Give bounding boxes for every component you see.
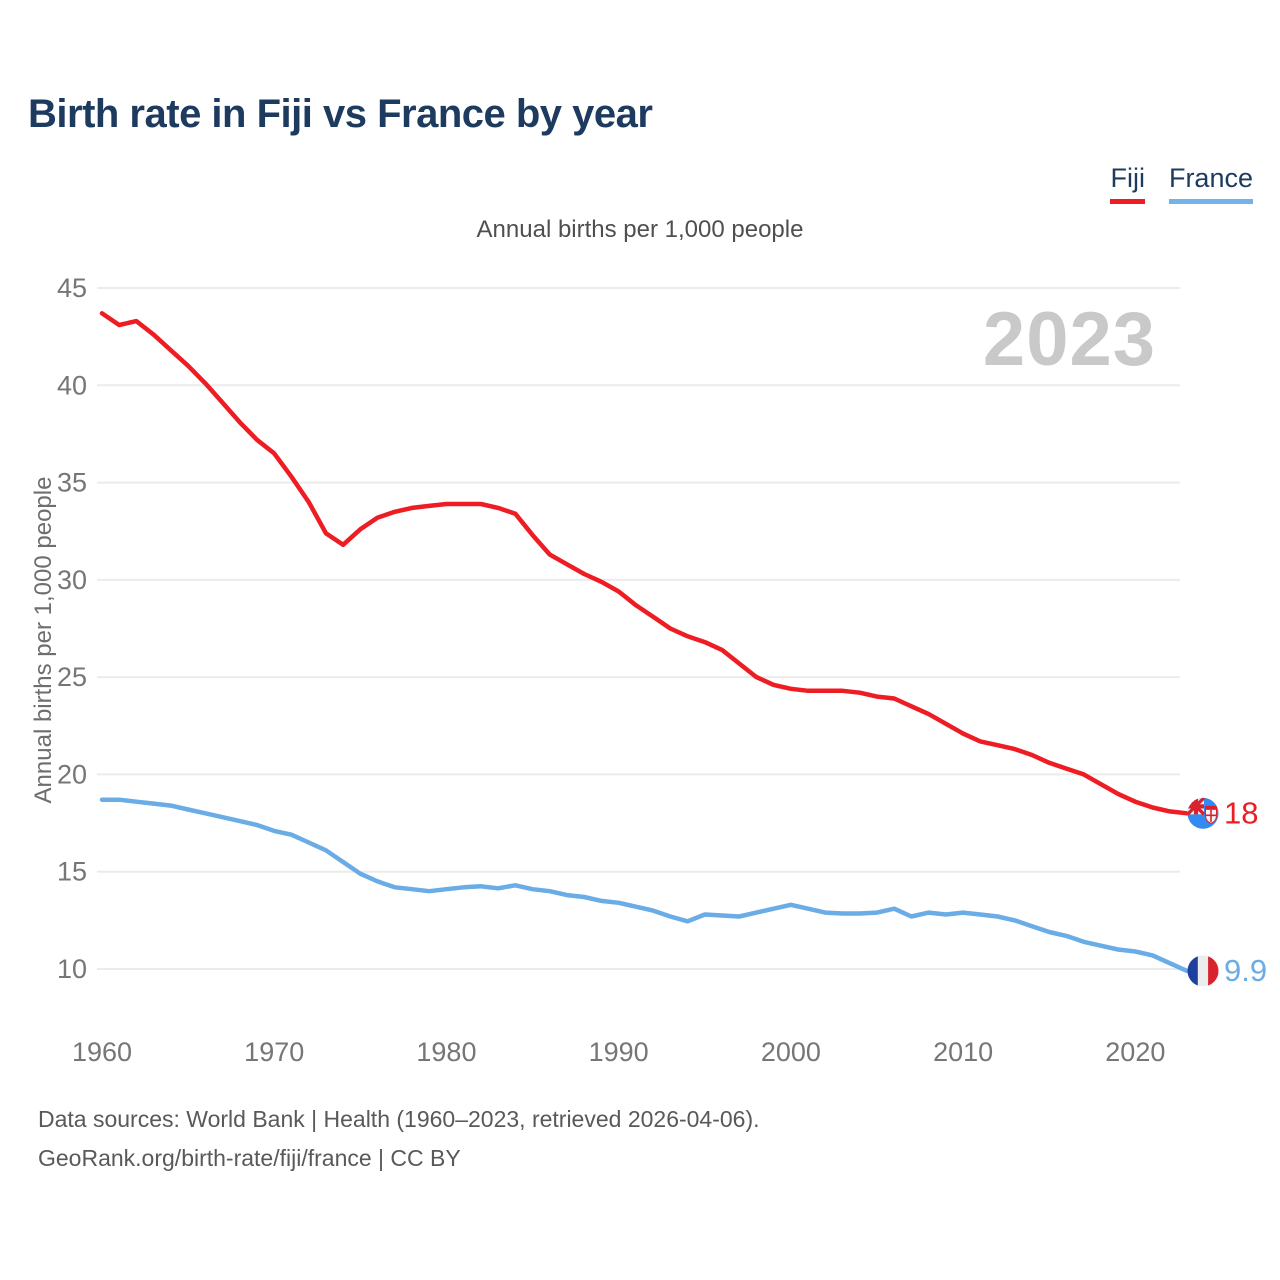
x-tick-label: 1980 [416,1037,476,1067]
x-tick-label: 2000 [761,1037,821,1067]
y-tick-label: 10 [57,954,87,984]
end-value-label-france: 9.9 [1224,953,1267,988]
y-tick-label: 40 [57,370,87,400]
footer-attribution-line: GeoRank.org/birth-rate/fiji/france | CC … [38,1145,461,1171]
y-tick-label: 30 [57,565,87,595]
legend-underline-france [1168,199,1253,204]
watermark-year: 2023 [982,297,1156,382]
legend-underline-fiji [1110,199,1145,204]
end-value-label-fiji: 18 [1224,795,1258,830]
france-flag-icon [1187,955,1219,987]
legend-item-france[interactable]: France [1168,163,1253,204]
y-tick-label: 35 [57,468,87,498]
legend-item-fiji[interactable]: Fiji [1110,163,1145,204]
y-tick-label: 20 [57,759,87,789]
series-line-fiji [99,311,1190,816]
fiji-flag-icon [1187,797,1219,829]
x-tick-label: 2020 [1105,1037,1165,1067]
y-tick-label: 25 [57,662,87,692]
x-tick-label: 1990 [589,1037,649,1067]
chart-title: Birth rate in Fiji vs France by year [28,92,653,136]
series-line-france [99,797,1190,974]
legend: Fiji France [1110,163,1253,204]
x-tick-label: 2010 [933,1037,993,1067]
x-tick-label: 1970 [244,1037,304,1067]
footer: Data sources: World Bank | Health (1960–… [38,1100,760,1178]
legend-label-france: France [1168,163,1253,193]
x-tick-label: 1960 [72,1037,132,1067]
legend-label-fiji: Fiji [1110,163,1145,193]
y-tick-label: 45 [57,273,87,303]
footer-sources-line: Data sources: World Bank | Health (1960–… [38,1106,760,1132]
y-tick-label: 15 [57,857,87,887]
chart-subtitle: Annual births per 1,000 people [476,216,804,243]
